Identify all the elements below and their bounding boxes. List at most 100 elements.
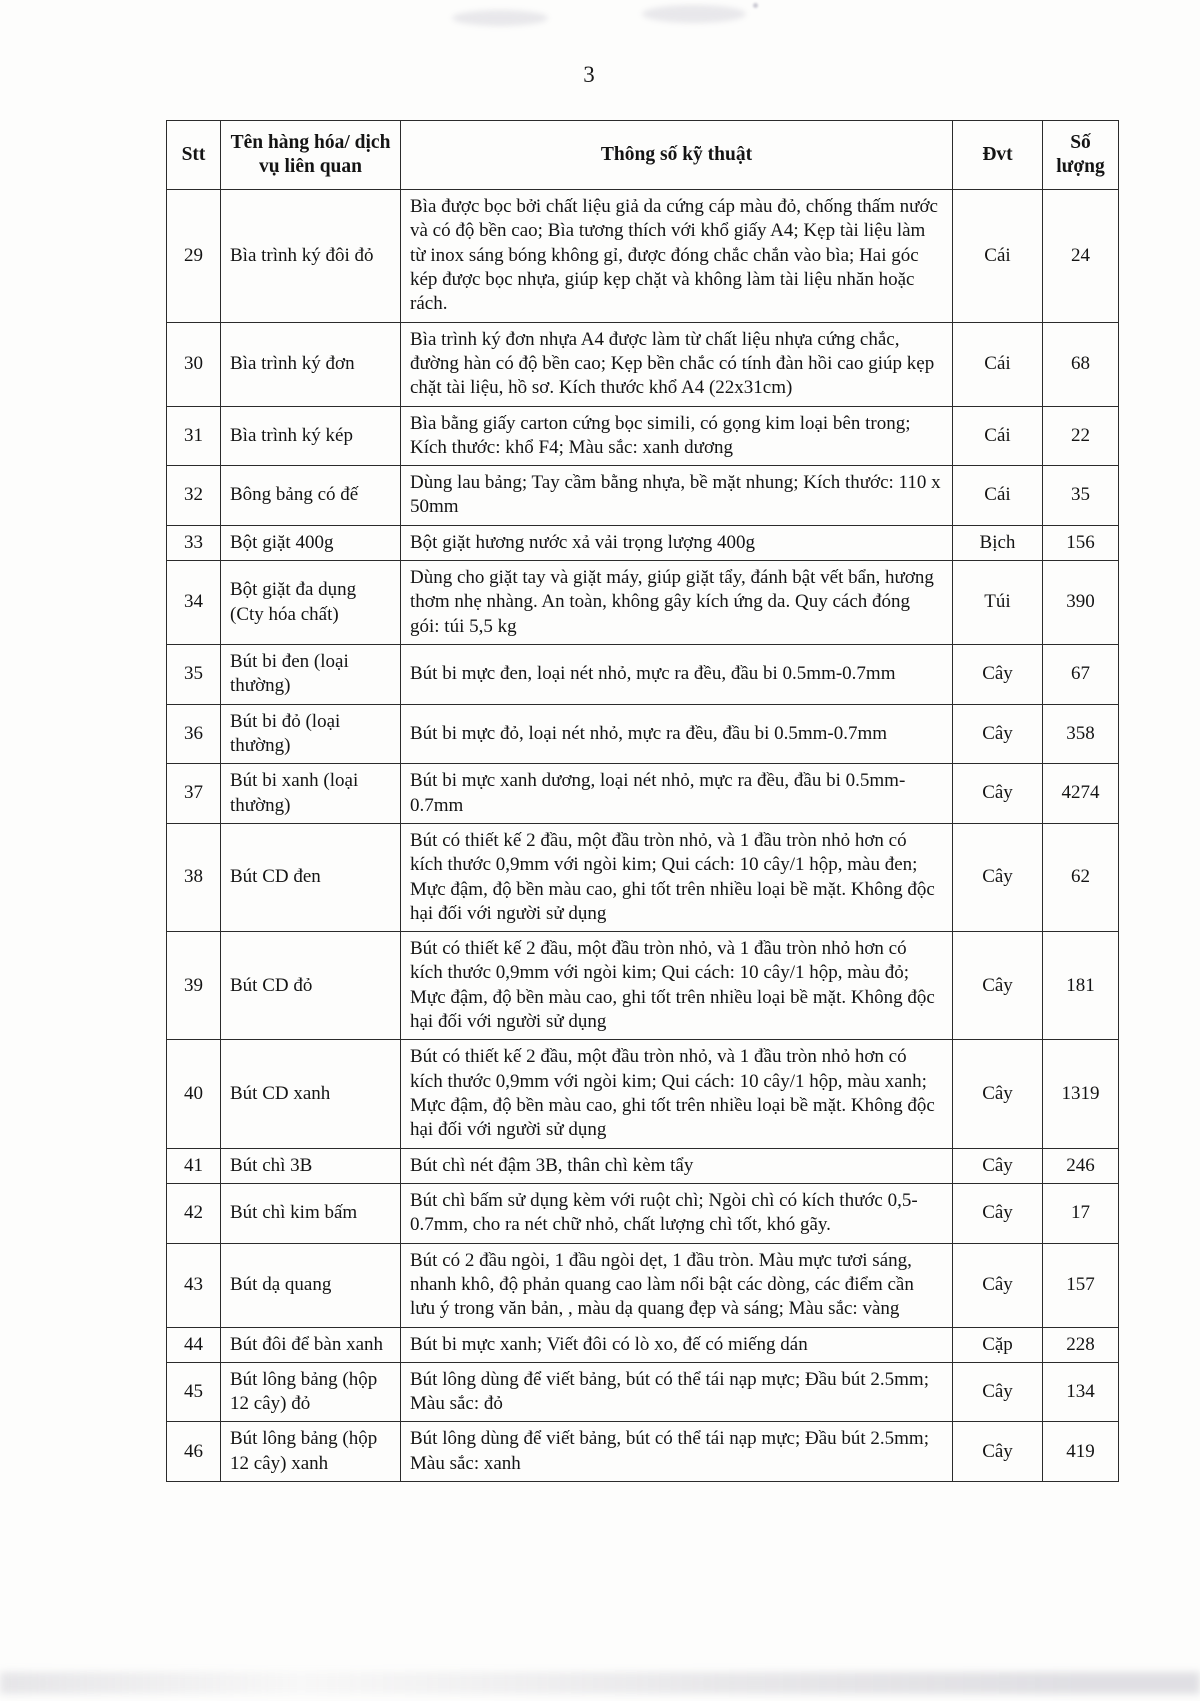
row-spec: Bút có thiết kế 2 đầu, một đầu tròn nhỏ,… <box>400 822 953 933</box>
goods-table: Stt Tên hàng hóa/ dịch vụ liên quan Thôn… <box>166 120 1119 1483</box>
row-qty: 4274 <box>1042 763 1119 824</box>
table-row: 41 Bút chì 3B Bút chì nét đậm 3B, thân c… <box>166 1147 1119 1184</box>
row-stt: 45 <box>166 1361 221 1423</box>
row-qty: 358 <box>1042 703 1119 765</box>
scan-artifact <box>0 1672 1200 1694</box>
row-unit: Cây <box>952 1039 1043 1149</box>
table-row: 42 Bút chì kim bấm Bút chì bấm sử dụng k… <box>166 1182 1119 1244</box>
row-unit: Cây <box>952 931 1043 1041</box>
row-spec: Bút bi mực đen, loại nét nhỏ, mực ra đều… <box>400 644 953 705</box>
row-stt: 33 <box>166 524 221 562</box>
table-row: 43 Bút dạ quang Bút có 2 đầu ngòi, 1 đầu… <box>166 1242 1119 1328</box>
row-qty: 390 <box>1042 560 1119 645</box>
row-qty: 1319 <box>1042 1039 1119 1149</box>
table-row: 44 Bút đôi để bàn xanh Bút bi mực xanh; … <box>166 1326 1119 1363</box>
table-row: 45 Bút lông bảng (hộp 12 cây) đỏ Bút lôn… <box>166 1361 1119 1423</box>
row-qty: 24 <box>1042 189 1119 323</box>
header-qty: Số lượng <box>1042 120 1119 190</box>
row-unit: Cây <box>952 1147 1043 1184</box>
row-spec: Dùng lau bảng; Tay cầm bằng nhựa, bề mặt… <box>400 465 953 526</box>
table-row: 33 Bột giặt 400g Bột giặt hương nước xả … <box>166 524 1119 562</box>
row-unit: Cái <box>952 405 1043 467</box>
row-stt: 31 <box>166 405 221 467</box>
row-spec: Bút bi mực xanh; Viết đôi có lò xo, đế c… <box>400 1326 953 1363</box>
row-unit: Cây <box>952 763 1043 824</box>
row-qty: 419 <box>1042 1421 1119 1483</box>
row-qty: 68 <box>1042 321 1119 407</box>
page-number: 3 <box>583 62 595 87</box>
row-spec: Bút lông dùng để viết bảng, bút có thể t… <box>400 1421 953 1483</box>
table-body: 29 Bìa trình ký đôi đỏ Bìa được bọc bởi … <box>166 189 1119 1483</box>
row-unit: Cái <box>952 465 1043 526</box>
row-name: Bột giặt 400g <box>220 524 401 562</box>
row-unit: Cây <box>952 644 1043 705</box>
row-qty: 134 <box>1042 1361 1119 1423</box>
row-unit: Cây <box>952 1242 1043 1328</box>
row-spec: Bột giặt hương nước xả vải trọng lượng 4… <box>400 524 953 562</box>
row-spec: Bút có 2 đầu ngòi, 1 đầu ngòi dẹt, 1 đầu… <box>400 1242 953 1328</box>
header-name: Tên hàng hóa/ dịch vụ liên quan <box>220 120 401 190</box>
table-row: 31 Bìa trình ký kép Bìa bằng giấy carton… <box>166 405 1119 467</box>
row-spec: Bút chì nét đậm 3B, thân chì kèm tẩy <box>400 1147 953 1184</box>
row-stt: 44 <box>166 1326 221 1363</box>
row-spec: Bìa được bọc bởi chất liệu giả da cứng c… <box>400 189 953 323</box>
scan-artifact <box>753 3 758 8</box>
row-unit: Cây <box>952 822 1043 933</box>
row-name: Bút chì 3B <box>220 1147 401 1184</box>
row-name: Bìa trình ký đôi đỏ <box>220 189 401 323</box>
table-row: 38 Bút CD đen Bút có thiết kế 2 đầu, một… <box>166 822 1119 933</box>
row-unit: Cái <box>952 321 1043 407</box>
row-name: Bút bi đen (loại thường) <box>220 644 401 705</box>
scan-artifact <box>642 5 746 23</box>
row-stt: 46 <box>166 1421 221 1483</box>
row-stt: 40 <box>166 1039 221 1149</box>
row-name: Bút lông bảng (hộp 12 cây) xanh <box>220 1421 401 1483</box>
header-stt: Stt <box>166 120 221 190</box>
row-spec: Bút chì bấm sử dụng kèm với ruột chì; Ng… <box>400 1182 953 1244</box>
row-name: Bút dạ quang <box>220 1242 401 1328</box>
table-row: 35 Bút bi đen (loại thường) Bút bi mực đ… <box>166 644 1119 705</box>
row-name: Bìa trình ký đơn <box>220 321 401 407</box>
row-stt: 43 <box>166 1242 221 1328</box>
row-unit: Cây <box>952 1182 1043 1244</box>
row-name: Bút đôi để bàn xanh <box>220 1326 401 1363</box>
table-row: 30 Bìa trình ký đơn Bìa trình ký đơn nhự… <box>166 321 1119 407</box>
table-row: 29 Bìa trình ký đôi đỏ Bìa được bọc bởi … <box>166 189 1119 323</box>
row-unit: Cây <box>952 1361 1043 1423</box>
row-spec: Bút lông dùng để viết bảng, bút có thể t… <box>400 1361 953 1423</box>
row-spec: Bút bi mực xanh dương, loại nét nhỏ, mực… <box>400 763 953 824</box>
row-qty: 228 <box>1042 1326 1119 1363</box>
row-name: Bút lông bảng (hộp 12 cây) đỏ <box>220 1361 401 1423</box>
row-unit: Túi <box>952 560 1043 645</box>
row-unit: Cặp <box>952 1326 1043 1363</box>
row-name: Bìa trình ký kép <box>220 405 401 467</box>
row-qty: 181 <box>1042 931 1119 1041</box>
header-row: Stt Tên hàng hóa/ dịch vụ liên quan Thôn… <box>166 120 1119 190</box>
row-unit: Bịch <box>952 524 1043 562</box>
scan-artifact <box>452 10 548 26</box>
row-qty: 62 <box>1042 822 1119 933</box>
row-stt: 39 <box>166 931 221 1041</box>
table-row: 40 Bút CD xanh Bút có thiết kế 2 đầu, mộ… <box>166 1039 1119 1149</box>
table-row: 36 Bút bi đỏ (loại thường) Bút bi mực đỏ… <box>166 703 1119 765</box>
row-qty: 156 <box>1042 524 1119 562</box>
row-stt: 37 <box>166 763 221 824</box>
row-spec: Bìa trình ký đơn nhựa A4 được làm từ chấ… <box>400 321 953 407</box>
row-name: Bút CD đen <box>220 822 401 933</box>
row-spec: Bút có thiết kế 2 đầu, một đầu tròn nhỏ,… <box>400 1039 953 1149</box>
header-unit: Đvt <box>952 120 1043 190</box>
table-row: 32 Bông bảng có đế Dùng lau bảng; Tay cầ… <box>166 465 1119 526</box>
table-row: 34 Bột giặt đa dụng (Cty hóa chất) Dùng … <box>166 560 1119 645</box>
row-stt: 38 <box>166 822 221 933</box>
row-unit: Cây <box>952 703 1043 765</box>
row-spec: Bút bi mực đỏ, loại nét nhỏ, mực ra đều,… <box>400 703 953 765</box>
row-qty: 67 <box>1042 644 1119 705</box>
row-name: Bông bảng có đế <box>220 465 401 526</box>
table-row: 37 Bút bi xanh (loại thường) Bút bi mực … <box>166 763 1119 824</box>
row-stt: 29 <box>166 189 221 323</box>
table-row: 46 Bút lông bảng (hộp 12 cây) xanh Bút l… <box>166 1421 1119 1483</box>
table-row: 39 Bút CD đỏ Bút có thiết kế 2 đầu, một … <box>166 931 1119 1041</box>
row-name: Bút CD đỏ <box>220 931 401 1041</box>
row-stt: 36 <box>166 703 221 765</box>
table-header: Stt Tên hàng hóa/ dịch vụ liên quan Thôn… <box>166 120 1119 190</box>
